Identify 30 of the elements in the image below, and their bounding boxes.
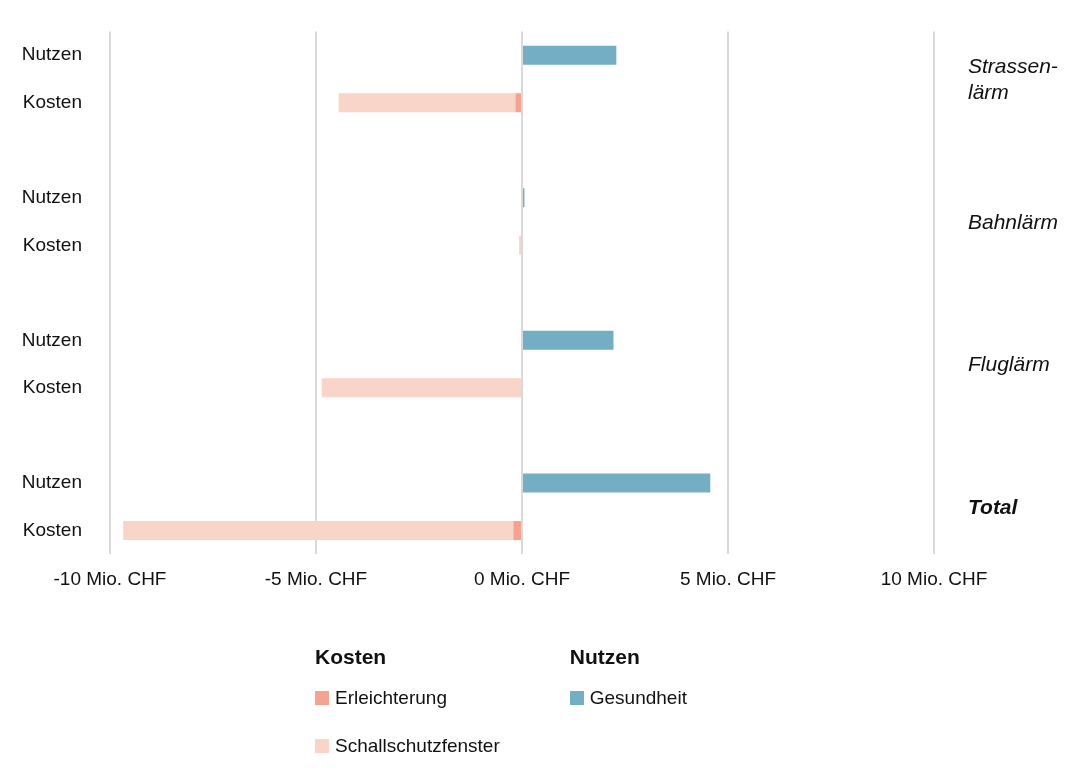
bar <box>338 93 516 113</box>
x-tick-label: -10 Mio. CHF <box>53 567 167 589</box>
x-tick-label: 5 Mio. CHF <box>679 567 777 589</box>
legend-label: Schallschutzfenster <box>334 735 500 757</box>
y-tick-label: Nutzen <box>21 43 82 65</box>
x-tick-label: 10 Mio. CHF <box>880 567 988 589</box>
bar <box>513 520 521 540</box>
text: Nutzen <box>569 645 641 669</box>
bar <box>523 330 614 350</box>
x-tick-label: -5 Mio. CHF <box>264 567 368 589</box>
text: Kosten <box>315 645 388 669</box>
bar <box>523 45 617 65</box>
y-tick-label: Kosten <box>22 518 82 540</box>
y-tick-label: Kosten <box>22 376 82 398</box>
text: Strassen-lärm <box>968 52 1059 105</box>
y-tick-label: Kosten <box>22 90 82 112</box>
y-tick-label: Kosten <box>22 233 82 255</box>
y-tick-label: Nutzen <box>21 471 82 493</box>
legend-label: Erleichterung <box>334 687 448 709</box>
y-tick-label: Nutzen <box>21 328 82 350</box>
bar <box>523 473 711 493</box>
x-tick-label: 0 Mio. CHF <box>473 567 571 589</box>
bar <box>515 93 521 113</box>
legend-label: Gesundheit <box>588 687 687 709</box>
bar <box>123 520 514 540</box>
text: Bahnlärm <box>968 208 1059 235</box>
text: Fluglärm <box>968 351 1051 378</box>
bar <box>321 378 521 398</box>
text: Total <box>968 493 1019 520</box>
y-tick-label: Nutzen <box>21 185 82 207</box>
